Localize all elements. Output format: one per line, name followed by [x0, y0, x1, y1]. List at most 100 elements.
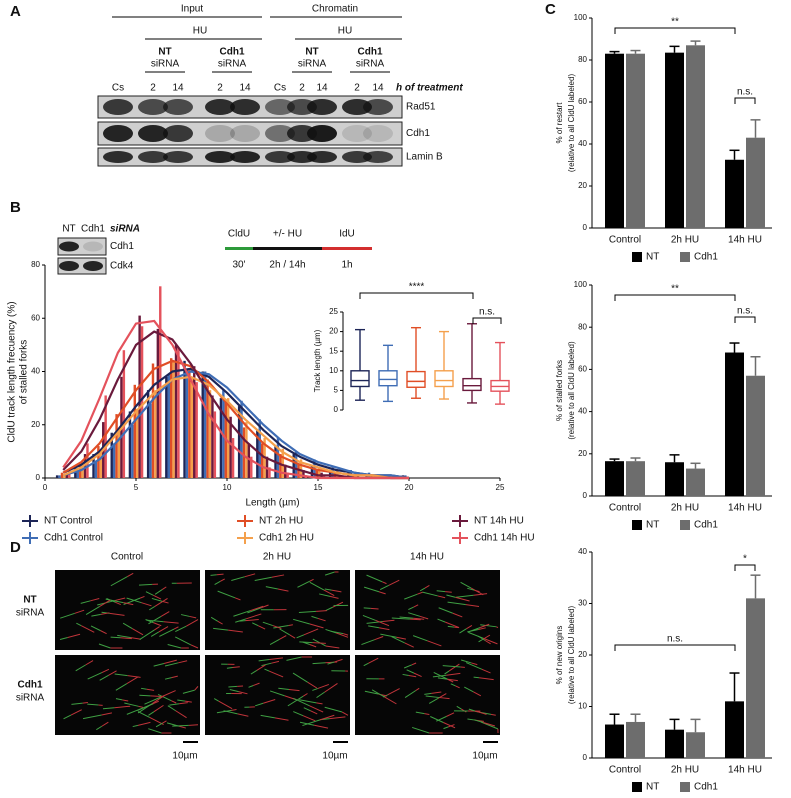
fiber-idu	[368, 657, 379, 664]
fiber-idu	[310, 710, 318, 715]
fiber-idu	[396, 636, 407, 640]
histogram-bar	[99, 451, 103, 478]
fiber-cldu	[137, 703, 154, 711]
fiber-idu	[419, 615, 429, 620]
fiber-idu	[443, 722, 456, 729]
bar	[725, 159, 744, 228]
blot-band	[205, 151, 235, 163]
fiber-cldu	[146, 619, 164, 623]
fiber-idu	[288, 688, 300, 692]
fiber-idu	[101, 712, 113, 716]
fiber-idu	[122, 699, 129, 702]
fiber-cldu	[99, 674, 109, 681]
fiber-idu	[109, 612, 125, 616]
fiber-cldu	[213, 627, 229, 631]
fiber-idu	[473, 691, 482, 697]
blot-band	[205, 99, 235, 115]
y-tick-label: 20	[578, 650, 587, 659]
fiber-idu	[448, 724, 455, 728]
scheme-step: CldU	[228, 229, 250, 240]
fiber-cldu	[167, 705, 176, 712]
fiber-cldu	[293, 618, 311, 625]
fiber-cldu	[75, 664, 86, 672]
fiber-cldu	[362, 614, 376, 621]
histogram-bar	[351, 475, 355, 478]
y-tick-label: 0	[583, 753, 588, 762]
fiber-idu	[160, 690, 176, 698]
fiber-cldu	[447, 625, 455, 628]
fiber-idu	[388, 579, 400, 586]
histogram-bar	[58, 475, 61, 478]
x-tick-label: Control	[609, 765, 641, 776]
lane-label: 14	[172, 83, 184, 94]
fiber-cldu	[286, 656, 302, 661]
fiber-cldu	[459, 628, 467, 634]
sample-name: Cdh1	[358, 47, 383, 58]
bar	[605, 461, 624, 496]
fiber-idu	[370, 607, 379, 610]
scheme-time: 30'	[232, 260, 245, 271]
fiber-idu	[424, 584, 430, 589]
fiber-cldu	[148, 605, 156, 611]
significance-label: n.s.	[479, 307, 495, 318]
fiber-cldu	[139, 583, 153, 586]
y-axis-label: Track length (µm)	[313, 329, 322, 392]
fiber-cldu	[433, 671, 448, 680]
y-axis-label: (relative to all CldU labeled)	[567, 606, 576, 705]
histogram-bar	[110, 432, 113, 478]
blot-band	[103, 99, 133, 115]
lane-label: Cdh1	[81, 224, 105, 235]
fiber-cldu	[419, 587, 426, 592]
blot-band	[83, 261, 103, 271]
fiber-idu	[108, 670, 117, 676]
fiber-cldu	[319, 593, 331, 597]
y-tick-label: 60	[578, 365, 587, 374]
fiber-cldu	[269, 638, 280, 646]
fiber-idu	[238, 691, 248, 695]
fiber-cldu	[473, 719, 484, 724]
fiber-idu	[378, 627, 390, 631]
fiber-idu	[382, 619, 395, 623]
fiber-idu	[445, 621, 460, 629]
fiber-idu	[186, 619, 199, 627]
blot-band	[103, 125, 133, 142]
fiber-idu	[335, 632, 349, 638]
fiber-idu	[314, 724, 329, 729]
fiber-cldu	[233, 610, 251, 617]
fiber-cldu	[437, 618, 446, 623]
fiber-cldu	[175, 636, 191, 646]
fiber-cldu	[303, 707, 311, 712]
fiber-idu	[99, 599, 111, 607]
fiber-idu	[188, 724, 199, 726]
fiber-idu	[465, 604, 480, 607]
blot-band	[59, 261, 79, 271]
histogram-bar	[112, 443, 116, 478]
bar	[746, 137, 765, 228]
fiber-idu	[82, 701, 88, 704]
fiber-idu	[263, 698, 276, 704]
fiber-cldu	[214, 580, 221, 585]
histogram-bar	[136, 408, 139, 478]
x-tick-label: 0	[43, 483, 48, 492]
bar	[686, 45, 705, 228]
fiber-idu	[316, 610, 327, 612]
lane-label: 2	[299, 83, 305, 94]
x-tick-label: 2h HU	[671, 765, 699, 776]
histogram-bar	[55, 475, 59, 478]
histogram-bar	[156, 328, 160, 478]
fiber-idu	[218, 700, 233, 710]
fiber-cldu	[247, 607, 262, 614]
fiber-cldu	[371, 689, 385, 698]
blot-band	[307, 125, 337, 142]
fiber-idu	[120, 637, 132, 640]
fiber-cldu	[428, 697, 439, 704]
fiber-idu	[153, 704, 164, 713]
fiber-cldu	[96, 725, 103, 731]
histogram-bar	[159, 286, 162, 478]
fiber-cldu	[312, 662, 326, 665]
fiber-cldu	[297, 580, 311, 588]
histogram-bar	[284, 464, 287, 478]
fiber-cldu	[455, 594, 474, 598]
micrograph	[55, 655, 200, 735]
